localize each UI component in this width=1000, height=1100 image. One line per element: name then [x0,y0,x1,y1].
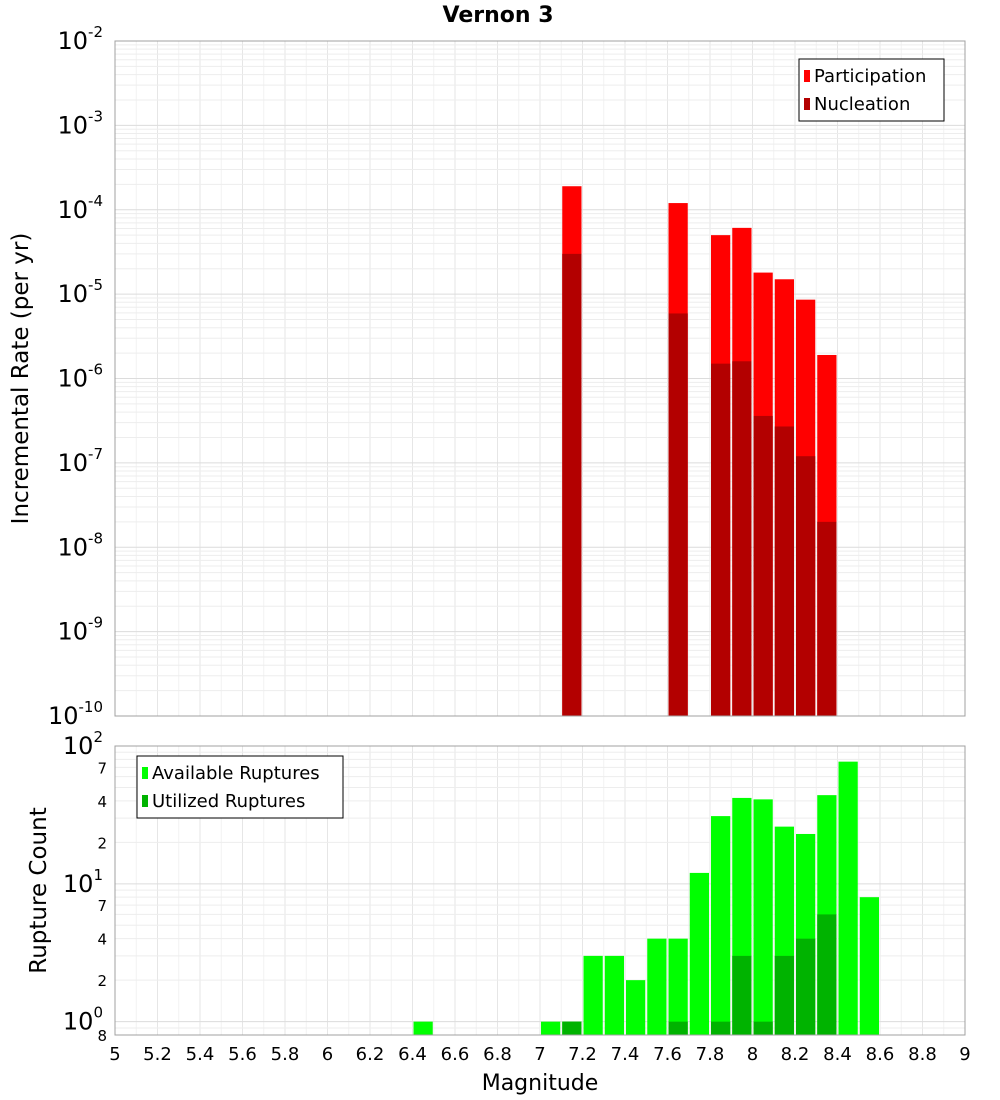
x-tick-label: 6.4 [398,1044,427,1065]
y-tick-label: 10-5 [57,276,103,308]
bar-utilized-ruptures [774,955,794,1035]
y-minor-tick-label: 4 [97,931,107,949]
bar-nucleation [668,313,688,716]
bar-available-ruptures [583,955,603,1035]
x-tick-label: 5.8 [271,1044,300,1065]
legend-label: Nucleation [814,94,910,115]
y-tick-label: 10-10 [48,698,103,730]
bar-available-ruptures [604,955,624,1035]
bar-available-ruptures [413,1021,433,1035]
y-tick-label: 10-8 [57,529,103,561]
y-tick-label: 10-3 [57,107,103,139]
top-plot-gridlines [114,41,966,717]
top-plot-y-ticks: 10-2 10-3 10-4 10-5 10-6 10-7 10-8 10-9 10-10 [48,23,103,730]
bar-available-ruptures [689,872,709,1035]
x-tick-label: 8.4 [823,1044,852,1065]
y-tick-label: 10-2 [57,23,103,55]
x-tick-label: 6.6 [441,1044,470,1065]
y-tick-label: 102 [63,728,103,760]
y-minor-tick-label: 8 [97,1027,107,1045]
legend-label: Participation [814,66,926,87]
legend-swatch [142,795,148,807]
x-tick-label: 7.4 [611,1044,640,1065]
bar-available-ruptures [668,938,688,1035]
x-tick-label: 8.2 [781,1044,810,1065]
bar-nucleation [774,426,794,716]
x-tick-label: 7.8 [696,1044,725,1065]
x-tick-label: 8.6 [866,1044,895,1065]
bottom-plot-frame [114,745,966,1036]
bottom-legend: Available Ruptures Utilized Ruptures [136,755,344,819]
bar-nucleation [711,363,731,716]
x-tick-label: 5 [109,1044,120,1065]
bar-utilized-ruptures [753,1021,773,1035]
x-tick-label: 6 [322,1044,333,1065]
x-tick-label: 9 [959,1044,970,1065]
x-tick-label: 6.2 [356,1044,385,1065]
bar-utilized-ruptures [817,914,837,1035]
x-axis-label: Magnitude [482,1071,599,1096]
y-tick-label: 10-7 [57,445,103,477]
bar-available-ruptures [859,897,879,1035]
legend-swatch [804,98,810,110]
y-tick-label: 100 [63,1004,103,1036]
x-tick-label: 5.6 [228,1044,257,1065]
bar-nucleation [796,456,816,716]
x-tick-label: 6.8 [483,1044,512,1065]
bar-available-ruptures [711,816,731,1035]
bottom-y-axis-label: Rupture Count [26,807,52,973]
x-tick-label: 7.2 [568,1044,597,1065]
legend-swatch [142,767,148,779]
x-tick-label: 8.8 [908,1044,937,1065]
bar-available-ruptures [626,980,646,1035]
bar-utilized-ruptures [562,1021,582,1035]
legend-box [136,755,344,819]
bar-utilized-ruptures [668,1021,688,1035]
legend-swatch [804,70,810,82]
bar-available-ruptures [541,1021,561,1035]
x-tick-label: 5.2 [143,1044,172,1065]
y-tick-label: 101 [63,866,103,898]
x-tick-label: 7.6 [653,1044,682,1065]
x-tick-label: 8 [747,1044,758,1065]
legend-label: Available Ruptures [152,763,320,784]
x-tick-label: 5.4 [186,1044,215,1065]
y-minor-tick-label: 4 [97,793,107,811]
bar-utilized-ruptures [711,1021,731,1035]
bar-nucleation [753,415,773,716]
bar-available-ruptures [647,938,667,1035]
top-plot-frame [114,40,966,717]
y-minor-tick-label: 7 [97,897,107,915]
chart-title: Vernon 3 [443,3,554,28]
bar-available-ruptures [838,761,858,1035]
y-tick-label: 10-6 [57,361,103,393]
bar-available-ruptures [753,799,773,1035]
y-tick-label: 10-9 [57,614,103,646]
bar-utilized-ruptures [796,938,816,1035]
top-y-axis-label: Incremental Rate (per yr) [8,233,34,525]
legend-label: Utilized Ruptures [152,791,305,812]
y-minor-tick-label: 2 [97,972,107,990]
bottom-plot-y-ticks: 102 101 100 7 4 2 7 4 2 8 [63,728,107,1045]
bar-nucleation [562,253,582,716]
top-plot-bars [562,186,837,716]
legend-box [798,58,945,122]
y-tick-label: 10-4 [57,192,103,224]
y-minor-tick-label: 2 [97,834,107,852]
y-minor-tick-label: 7 [97,759,107,777]
x-axis-ticks: 5 5.2 5.4 5.6 5.8 6 6.2 6.4 6.6 6.8 7 7.2 7.4 7.6 7.8 8… [109,1044,970,1065]
bar-nucleation [732,361,752,716]
bottom-plot-bars [413,761,879,1035]
bar-utilized-ruptures [732,955,752,1035]
top-legend: Participation Nucleation [798,58,945,122]
x-tick-label: 7 [534,1044,545,1065]
bar-nucleation [817,521,837,716]
